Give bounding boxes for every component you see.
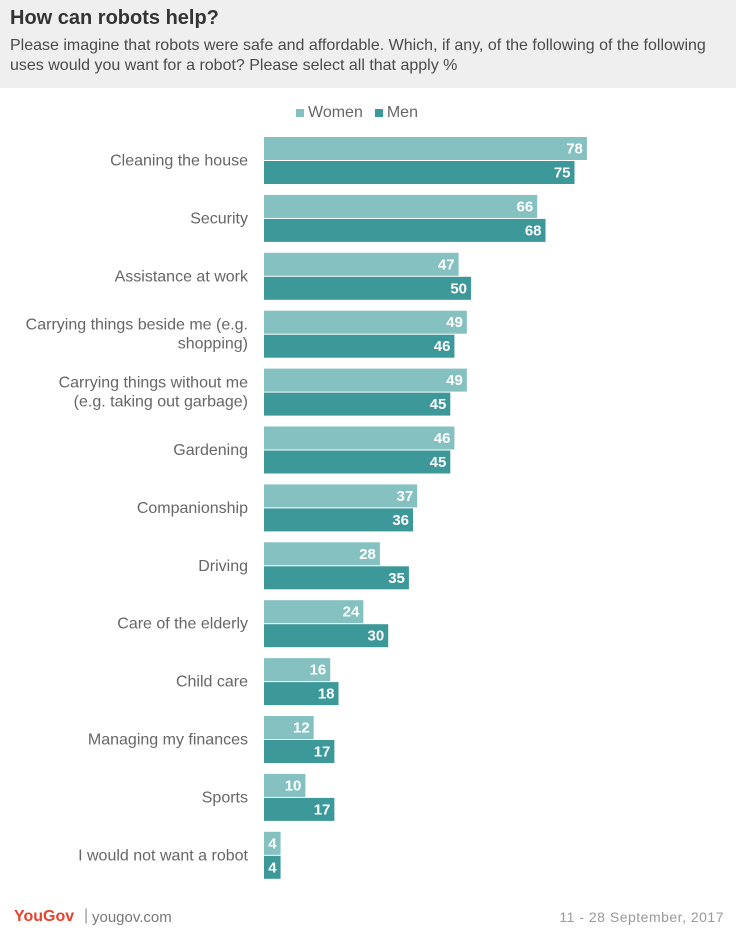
value-label-women: 49: [446, 372, 463, 389]
value-label-women: 24: [343, 604, 360, 621]
bar-women: [264, 658, 331, 682]
bar-women: [264, 484, 418, 508]
category-label: Carrying things beside me (e.g. shopping): [26, 317, 248, 353]
legend-item-men: Men: [374, 104, 418, 122]
value-label-men: 68: [525, 222, 542, 239]
value-label-men: 17: [314, 801, 331, 818]
value-label-women: 78: [566, 141, 583, 158]
value-label-women: 49: [446, 314, 463, 331]
bar-women: [264, 831, 281, 855]
category-label: I would not want a robot: [78, 847, 248, 864]
category-label: Child care: [176, 674, 248, 691]
bar-men: [264, 855, 281, 879]
bar-men: [264, 392, 451, 416]
bar-men: [264, 624, 389, 648]
value-label-women: 12: [293, 720, 310, 737]
bar-women: [264, 773, 306, 797]
bar-women: [264, 542, 380, 566]
chart-subtitle: Please imagine that robots were safe and…: [10, 37, 706, 74]
value-label-women: 28: [359, 546, 376, 563]
legend-label-men: Men: [386, 104, 418, 121]
footer-url: yougov.com: [92, 909, 172, 926]
bar-women: [264, 368, 467, 392]
value-label-men: 50: [450, 280, 467, 297]
bar-women: [264, 600, 364, 624]
bar-men: [264, 276, 471, 300]
category-label: Security: [190, 210, 248, 227]
chart-title: How can robots help?: [10, 7, 219, 29]
value-label-men: 45: [430, 454, 447, 471]
value-label-women: 16: [310, 662, 327, 679]
bar-women: [264, 252, 459, 276]
value-label-men: 17: [314, 744, 331, 761]
bar-men: [264, 797, 335, 821]
category-label: Managing my finances: [88, 732, 248, 749]
value-label-men: 35: [388, 570, 405, 587]
chart-legend: Women Men: [296, 104, 418, 122]
bar-men: [264, 334, 455, 358]
bar-men: [264, 161, 575, 184]
category-label: Gardening: [173, 442, 248, 459]
category-label: Carrying things without me (e.g. taking o…: [59, 375, 249, 411]
chart-header: How can robots help? Please imagine that…: [0, 0, 736, 88]
bar-men: [264, 740, 335, 763]
value-label-men: 75: [554, 165, 571, 182]
bar-women: [264, 716, 314, 739]
category-label: Cleaning the house: [110, 153, 248, 170]
value-label-women: 10: [285, 777, 302, 794]
yougov-logo: YouGov: [14, 908, 75, 925]
value-label-men: 4: [268, 859, 277, 876]
bar-women: [264, 310, 467, 334]
bar-men: [264, 566, 409, 590]
value-label-women: 66: [517, 198, 534, 215]
value-label-men: 36: [392, 512, 409, 529]
category-label: Care of the elderly: [117, 616, 248, 633]
bar-men: [264, 218, 546, 242]
category-label: Companionship: [137, 500, 248, 517]
legend-swatch-men: [374, 109, 383, 117]
footer-separator: |: [84, 907, 89, 924]
legend-swatch-women: [296, 109, 304, 117]
value-label-men: 46: [434, 338, 451, 355]
value-label-women: 4: [268, 835, 277, 852]
legend-label-women: Women: [308, 104, 363, 121]
bar-women: [264, 137, 587, 160]
category-label: Driving: [198, 558, 248, 575]
bar-men: [264, 450, 451, 474]
category-label: Assistance at work: [115, 268, 249, 285]
category-label: Sports: [202, 789, 248, 806]
bar-men: [264, 682, 339, 706]
bar-women: [264, 426, 455, 450]
value-label-men: 18: [318, 686, 335, 703]
value-label-men: 45: [430, 396, 447, 413]
value-label-men: 30: [368, 628, 385, 645]
value-label-women: 37: [396, 488, 413, 505]
footer-date: 11 - 28 September, 2017: [559, 909, 724, 925]
bar-women: [264, 194, 538, 218]
bar-men: [264, 508, 414, 532]
legend-item-women: Women: [296, 104, 363, 122]
value-label-women: 46: [434, 430, 451, 447]
value-label-women: 47: [438, 256, 455, 273]
